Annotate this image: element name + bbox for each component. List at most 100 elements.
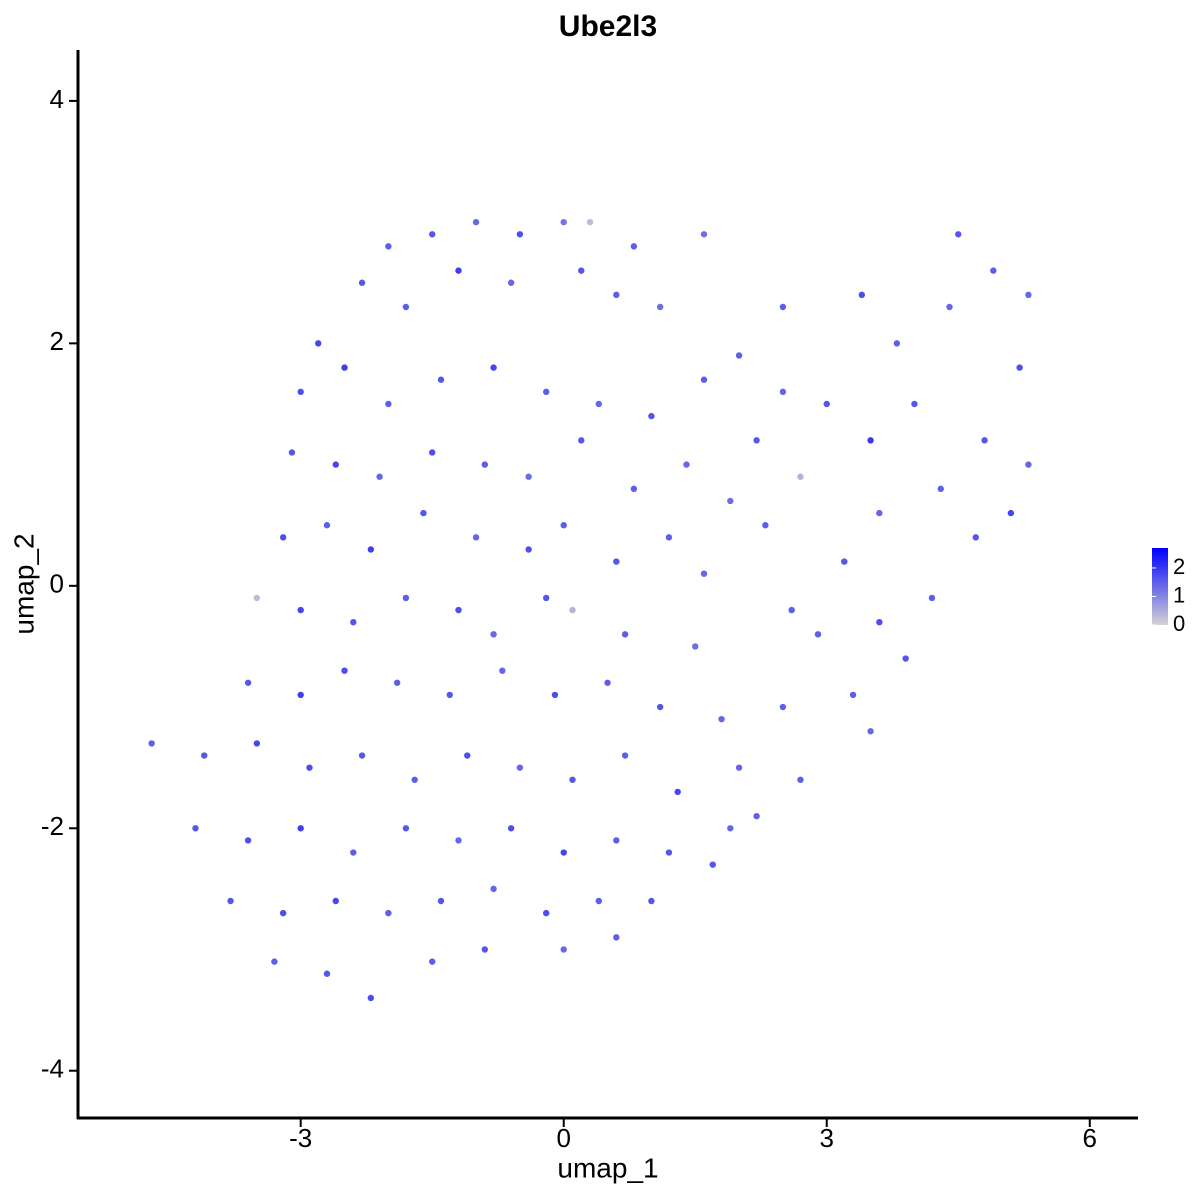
point bbox=[604, 679, 611, 686]
point bbox=[429, 958, 436, 965]
point bbox=[323, 970, 331, 977]
point bbox=[341, 667, 348, 674]
point bbox=[648, 412, 655, 420]
point bbox=[402, 825, 410, 832]
y-tick-label: -2 bbox=[41, 811, 64, 841]
point bbox=[499, 667, 506, 674]
point bbox=[341, 364, 348, 371]
point bbox=[437, 897, 445, 905]
x-tick-label: 6 bbox=[1083, 1123, 1097, 1153]
x-tick-label: 0 bbox=[556, 1123, 570, 1153]
point bbox=[481, 946, 489, 953]
point bbox=[814, 631, 822, 638]
point bbox=[490, 364, 497, 371]
point bbox=[560, 522, 567, 529]
point bbox=[525, 473, 532, 480]
point bbox=[192, 825, 199, 832]
point bbox=[727, 497, 734, 505]
point bbox=[972, 534, 979, 541]
y-axis-label: umap_2 bbox=[8, 533, 39, 634]
chart-title: Ube2l3 bbox=[559, 10, 657, 43]
point bbox=[648, 897, 655, 905]
point bbox=[613, 558, 620, 565]
point bbox=[490, 631, 497, 638]
point bbox=[595, 400, 602, 408]
point bbox=[297, 691, 304, 699]
point bbox=[735, 352, 743, 359]
point bbox=[613, 837, 620, 844]
point bbox=[674, 788, 681, 796]
point bbox=[358, 279, 366, 286]
point bbox=[507, 825, 515, 832]
point bbox=[323, 522, 331, 529]
point bbox=[797, 473, 804, 480]
point bbox=[455, 606, 462, 614]
y-tick-label: 4 bbox=[50, 84, 64, 114]
point bbox=[586, 218, 594, 226]
point bbox=[621, 631, 629, 638]
point bbox=[937, 485, 944, 493]
point bbox=[876, 509, 883, 517]
point bbox=[560, 849, 567, 856]
y-tick-label: -4 bbox=[41, 1054, 64, 1084]
point bbox=[656, 703, 664, 711]
x-tick-label: -3 bbox=[289, 1123, 312, 1153]
y-tick-label: 0 bbox=[50, 569, 64, 599]
point bbox=[358, 752, 366, 759]
point bbox=[858, 291, 866, 299]
point bbox=[753, 812, 760, 820]
point bbox=[516, 231, 524, 238]
point bbox=[507, 279, 515, 286]
point bbox=[385, 243, 392, 250]
point bbox=[402, 303, 410, 311]
point bbox=[279, 909, 287, 917]
point bbox=[455, 267, 462, 274]
point bbox=[367, 994, 375, 1002]
point bbox=[893, 340, 901, 347]
point bbox=[560, 218, 567, 226]
point bbox=[867, 437, 874, 444]
point bbox=[700, 231, 708, 238]
point bbox=[656, 303, 664, 311]
point bbox=[700, 376, 708, 383]
x-tick-label: 3 bbox=[820, 1123, 834, 1153]
colorbar-tick-label: 2 bbox=[1173, 554, 1185, 579]
point bbox=[1007, 509, 1015, 517]
point bbox=[411, 776, 418, 783]
point bbox=[402, 594, 410, 602]
point bbox=[393, 679, 401, 686]
point bbox=[201, 752, 208, 759]
point bbox=[315, 340, 322, 347]
point bbox=[350, 849, 357, 856]
point bbox=[990, 267, 997, 274]
point bbox=[595, 897, 602, 905]
point bbox=[148, 740, 155, 747]
point bbox=[297, 388, 304, 396]
point bbox=[279, 534, 287, 541]
colorbar-tick-label: 0 bbox=[1173, 611, 1185, 636]
point bbox=[578, 267, 585, 274]
point bbox=[665, 849, 673, 856]
point bbox=[455, 837, 462, 844]
point bbox=[429, 231, 436, 238]
point bbox=[630, 243, 638, 250]
point bbox=[700, 570, 708, 577]
point bbox=[420, 509, 427, 517]
point bbox=[735, 764, 743, 771]
point bbox=[490, 885, 497, 893]
point bbox=[525, 546, 532, 553]
point bbox=[911, 400, 918, 408]
point bbox=[928, 594, 936, 602]
point bbox=[823, 400, 830, 408]
point bbox=[1025, 461, 1032, 468]
x-axis-label: umap_1 bbox=[557, 1152, 658, 1183]
point bbox=[727, 825, 734, 832]
point bbox=[621, 752, 629, 759]
point bbox=[350, 618, 357, 626]
point bbox=[981, 437, 988, 444]
point bbox=[683, 461, 690, 468]
point bbox=[551, 691, 559, 699]
point bbox=[385, 909, 392, 917]
point bbox=[332, 897, 339, 905]
